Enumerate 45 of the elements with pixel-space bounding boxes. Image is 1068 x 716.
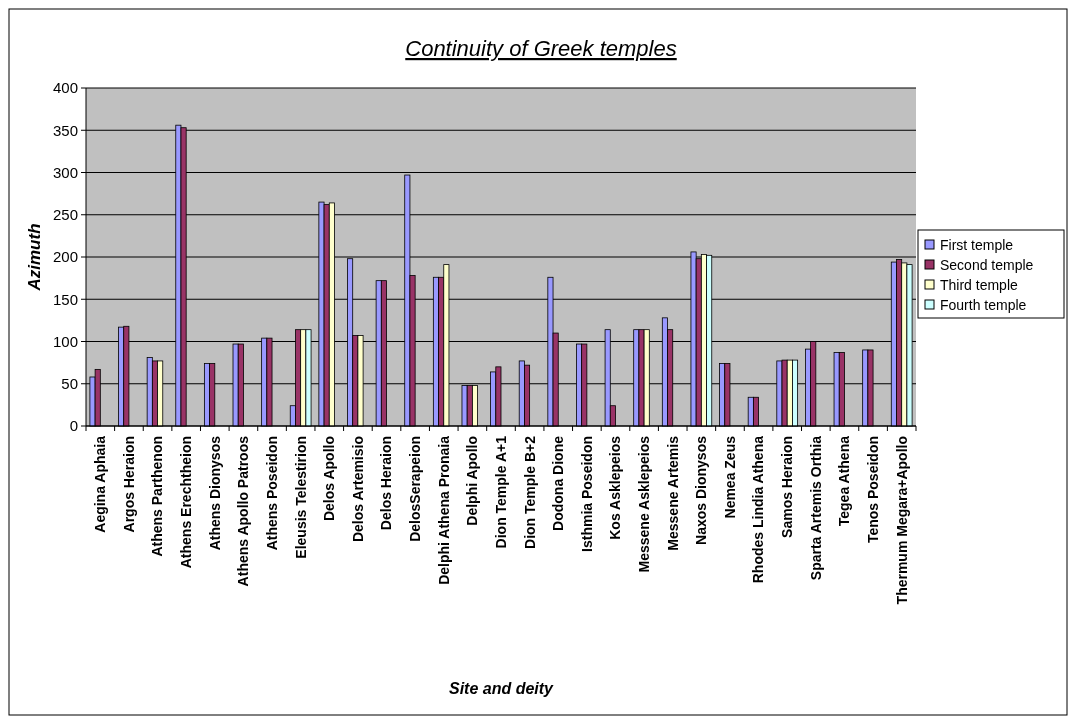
- x-tick-label: Dodona Dione: [550, 435, 567, 531]
- x-tick-label: Dion Temple B+2: [521, 435, 538, 549]
- x-tick-label: Tenos Poseidon: [864, 436, 881, 544]
- y-tick-label: 400: [52, 79, 78, 97]
- x-tick-label: Tegea Athena: [836, 435, 853, 527]
- x-tick-label: Samos Heraion: [779, 436, 796, 538]
- x-tick-label: Delos Artemisio: [349, 436, 366, 543]
- x-tick-label: Messene Asklepeios: [636, 435, 652, 573]
- legend-label: Third temple: [940, 276, 1019, 293]
- x-tick-label: Delphi Athena Pronaia: [435, 435, 452, 585]
- x-tick-label: Athens Parthenon: [149, 436, 166, 557]
- y-tick-label: 250: [52, 206, 78, 223]
- x-tick-label: Argos Heraion: [120, 436, 137, 533]
- y-tick-label: 100: [52, 332, 78, 350]
- y-tick-label: 300: [52, 163, 78, 181]
- x-tick-label: Sparta Artemis Orthia: [807, 435, 824, 581]
- y-tick-label: 150: [52, 290, 78, 308]
- x-tick-label: Delos Heraion: [378, 436, 395, 531]
- legend-label: Fourth temple: [940, 296, 1027, 313]
- x-tick-label: DelosSerapeion: [407, 436, 424, 542]
- y-tick-label: 0: [69, 417, 78, 435]
- x-tick-label: Delphi Apollo: [464, 436, 481, 526]
- chart-title: Continuity of Greek temples: [405, 36, 677, 61]
- x-tick-label: Athens Erechtheion: [178, 436, 195, 569]
- x-tick-label: Delos Apollo: [321, 436, 338, 522]
- legend-label: Second temple: [940, 256, 1034, 273]
- y-tick-label: 350: [52, 121, 78, 139]
- y-tick-label: 200: [52, 248, 78, 266]
- y-tick-label: 50: [61, 375, 78, 392]
- x-tick-label: Athens Dionysos: [206, 435, 223, 551]
- x-tick-label: Athens Poseidon: [263, 436, 280, 551]
- x-tick-label: Isthmia Poseidon: [578, 436, 595, 552]
- x-tick-label: Aegina Aphaia: [92, 435, 109, 533]
- x-tick-label: Dion Temple A+1: [492, 435, 509, 549]
- x-tick-label: Kos Asklepeios: [607, 435, 624, 540]
- legend-label: First temple: [940, 236, 1014, 253]
- x-tick-label: Athens Apollo Patroos: [235, 435, 252, 587]
- x-tick-label: Thermum Megara+Apollo: [893, 436, 910, 605]
- x-tick-label: Nemea Zeus: [721, 435, 738, 519]
- x-tick-label: Messene Artemis: [664, 435, 681, 551]
- x-tick-label: Eleusis Telestirion: [292, 436, 309, 559]
- x-tick-label: Rhodes Lindia Athena: [750, 435, 767, 584]
- x-axis-title: Site and deity: [448, 680, 555, 697]
- x-tick-label: Naxos Dionysos: [693, 435, 710, 545]
- y-axis-title: Azimuth: [25, 223, 44, 292]
